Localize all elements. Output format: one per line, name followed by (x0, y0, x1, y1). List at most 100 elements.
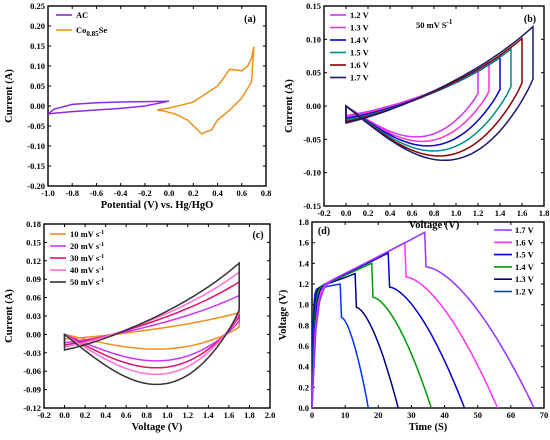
panel-label-c: (c) (252, 230, 263, 241)
cv-loop (63, 270, 240, 376)
y-tick-label: -0.12 (23, 403, 41, 413)
panel-c-cv-scan-rates: -0.2 0.0 0.2 0.4 0.6 0.8 1.0 1.2 1.4 1.6 1.8 2.0 -0.… (4, 219, 275, 433)
cv-loop-13V (345, 61, 490, 143)
x-tick-label: 0.8 (141, 410, 152, 420)
x-tick-label: 1.2 (183, 410, 194, 420)
legend-label: 1.4 V (350, 35, 370, 45)
y-tick-label: 0.4 (298, 362, 309, 372)
y-tick-label: 0.03 (26, 311, 41, 321)
legend-label: 20 mV s-1 (70, 241, 104, 251)
x-tick-label: 1.0 (451, 208, 462, 218)
panel-a-cv-electrodes: -1.0 -0.8 -0.6 -0.4 -0.2 0.0 0.2 0.4 0.6 0.8 -0.20… (4, 1, 271, 211)
x-tick-label: 0.6 (407, 208, 418, 218)
legend-label: 1.6 V (515, 237, 535, 247)
legend-label: 1.6 V (350, 60, 370, 70)
y-tick-label: 0.25 (30, 1, 45, 11)
y-axis-label: Voltage (V) (278, 289, 289, 340)
x-tick-label: 1.8 (244, 410, 255, 420)
legend-label: 1.2 V (350, 10, 370, 20)
y-tick-label: 0.15 (30, 41, 45, 51)
x-tick-label: 0.2 (188, 188, 199, 198)
y-tick-label: 0.00 (306, 101, 321, 111)
x-axis-label: Time (S) (409, 422, 448, 433)
legend-label: 1.5 V (350, 48, 370, 58)
x-tick-label: 1.6 (224, 410, 235, 420)
y-tick-label: -0.03 (23, 348, 41, 358)
legend-label: 1.5 V (515, 250, 535, 260)
x-tick-label: 0.6 (236, 188, 247, 198)
y-tick-label: -0.06 (23, 366, 41, 376)
y-tick-label: 1.6 (298, 238, 309, 248)
legend-label: 1.4 V (515, 262, 535, 272)
x-tick-label: 1.4 (495, 208, 506, 218)
gcd-curve (311, 283, 370, 409)
x-tick-label: 1.8 (539, 208, 550, 218)
panel-label-a: (a) (244, 14, 256, 25)
x-tick-label: 1.6 (517, 208, 528, 218)
x-tick-label: 1.0 (162, 410, 173, 420)
x-tick-label: 0.2 (80, 410, 91, 420)
cv-loop-12V (345, 67, 479, 138)
x-tick-label: 0.4 (212, 188, 223, 198)
gcd-curve (311, 231, 535, 409)
y-tick-label: 0.15 (26, 237, 41, 247)
plot-frame (311, 221, 545, 409)
x-tick-label: 0.8 (261, 188, 272, 198)
y-tick-label: 0.2 (298, 382, 309, 392)
y-tick-label: -0.10 (27, 141, 45, 151)
legend-label: 40 mV s-1 (70, 265, 104, 275)
gcd-curve (311, 251, 466, 409)
x-tick-label: 0 (310, 410, 314, 420)
y-tick-label: 0.0 (298, 403, 309, 413)
x-tick-label: 40 (440, 410, 449, 420)
x-axis-label: Potential (V) vs. Hg/HgO (101, 200, 214, 211)
x-tick-label: -0.2 (37, 410, 50, 420)
y-tick-label: -0.15 (303, 201, 321, 211)
x-tick-label: -0.2 (138, 188, 151, 198)
panel-label-d: (d) (318, 226, 330, 237)
x-tick-label: 0.4 (100, 410, 111, 420)
legend-label: 1.7 V (350, 73, 370, 83)
y-axis-label: Current (A) (284, 79, 295, 133)
y-tick-label: 0.05 (306, 68, 321, 78)
legend-label: 30 mV s-1 (70, 253, 104, 263)
x-tick-label: -0.6 (90, 188, 103, 198)
legend-label: 50 mV s-1 (70, 277, 104, 287)
x-tick-label: -0.4 (114, 188, 128, 198)
y-tick-label: 1.4 (298, 258, 309, 268)
x-tick-label: -0.2 (317, 208, 330, 218)
panel-b-cv-voltage-windows: -0.2 0.0 0.2 0.4 0.6 0.8 1.0 1.2 1.4 1.6 1.8 -0.15 -… (284, 1, 549, 231)
x-tick-label: 0.0 (341, 208, 352, 218)
y-tick-label: 0.09 (26, 274, 41, 284)
x-tick-label: 70 (540, 410, 549, 420)
x-tick-label: -0.8 (65, 188, 78, 198)
y-tick-label: 0.05 (30, 81, 45, 91)
plot-frame (47, 5, 267, 187)
legend-label-co0.85se: Co0.85Se (76, 25, 107, 38)
x-tick-label: 0.2 (363, 208, 374, 218)
x-tick-label: 10 (341, 410, 350, 420)
gcd-curve (311, 272, 399, 409)
x-tick-label: 2.0 (265, 410, 276, 420)
legend-label-ac: AC (76, 10, 88, 20)
x-tick-label: 0.4 (385, 208, 396, 218)
y-tick-label: 1.8 (298, 217, 309, 227)
cv-loop (63, 261, 240, 386)
legend-label: 10 mV s-1 (70, 229, 104, 239)
y-tick-label: -0.05 (303, 134, 321, 144)
y-tick-label: -0.20 (27, 181, 45, 191)
y-tick-label: 0.6 (298, 341, 309, 351)
series-line-AC (47, 100, 170, 115)
panel-label-b: (b) (524, 14, 536, 25)
series-line-Co085Se (156, 46, 255, 135)
x-tick-label: 20 (374, 410, 383, 420)
x-tick-label: 0.6 (121, 410, 132, 420)
y-tick-label: 0.8 (298, 320, 309, 330)
scan-rate-annotation: 50 mV S-1 (416, 18, 453, 30)
legend-label: 1.3 V (350, 23, 370, 33)
y-tick-label: 0.10 (30, 61, 45, 71)
x-tick-label: 50 (473, 410, 482, 420)
y-tick-label: 1.2 (298, 279, 309, 289)
x-axis-label: Voltage (V) (132, 422, 183, 433)
y-tick-label: -0.05 (27, 121, 45, 131)
